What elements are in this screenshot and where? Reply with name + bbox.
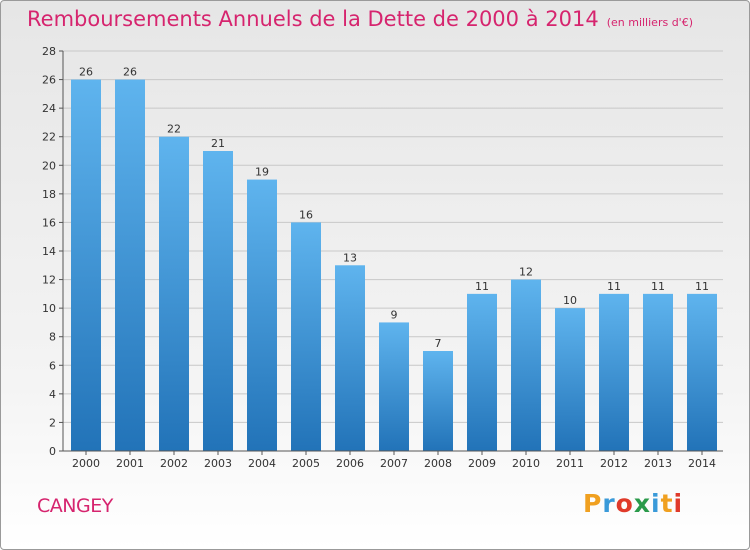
logo-letter: x xyxy=(633,489,651,518)
x-tick-label: 2009 xyxy=(468,457,496,470)
data-label: 7 xyxy=(435,337,442,350)
data-label: 16 xyxy=(299,208,313,221)
data-label: 11 xyxy=(475,280,489,293)
chart-title: Remboursements Annuels de la Dette de 20… xyxy=(27,7,693,31)
y-tick-label: 24 xyxy=(42,102,56,115)
y-tick-label: 8 xyxy=(49,331,56,344)
data-label: 13 xyxy=(343,251,357,264)
y-tick-label: 0 xyxy=(49,445,56,458)
logo-letter: r xyxy=(602,489,616,518)
bar xyxy=(115,79,145,452)
y-tick-label: 18 xyxy=(42,188,56,201)
y-tick-label: 26 xyxy=(42,74,56,87)
bar xyxy=(467,293,497,451)
x-tick-label: 2005 xyxy=(292,457,320,470)
bar xyxy=(335,265,365,451)
data-label: 22 xyxy=(167,123,181,136)
y-tick-label: 10 xyxy=(42,302,56,315)
bar xyxy=(511,279,541,451)
bar xyxy=(379,322,409,451)
data-label: 11 xyxy=(695,280,709,293)
x-tick-label: 2003 xyxy=(204,457,232,470)
bar xyxy=(555,308,585,451)
y-tick-label: 12 xyxy=(42,274,56,287)
unit-label: (en milliers d'€) xyxy=(606,16,693,29)
bar xyxy=(71,79,101,452)
bar xyxy=(599,293,629,451)
y-tick-label: 20 xyxy=(42,159,56,172)
bar xyxy=(247,179,277,452)
y-tick-label: 22 xyxy=(42,131,56,144)
data-label: 12 xyxy=(519,266,533,279)
x-tick-label: 2004 xyxy=(248,457,276,470)
logo-letter: t xyxy=(660,489,674,518)
x-tick-label: 2011 xyxy=(556,457,584,470)
x-tick-label: 2012 xyxy=(600,457,628,470)
data-label: 19 xyxy=(255,166,269,179)
title-text: Remboursements Annuels de la Dette de 20… xyxy=(27,7,599,31)
y-tick-label: 4 xyxy=(49,388,56,401)
x-tick-label: 2008 xyxy=(424,457,452,470)
proxiti-logo[interactable]: Proxiti xyxy=(583,489,683,518)
x-tick-label: 2002 xyxy=(160,457,188,470)
x-tick-label: 2001 xyxy=(116,457,144,470)
bars: 26 26 22 21 19 16 13 9 7 11 12 10 11 11 11 xyxy=(71,66,717,452)
data-label: 26 xyxy=(123,66,137,79)
commune-name: CANGEY xyxy=(37,495,113,517)
x-tick-label: 2014 xyxy=(688,457,716,470)
x-tick-label: 2007 xyxy=(380,457,408,470)
y-tick-label: 6 xyxy=(49,359,56,372)
bar xyxy=(203,151,233,451)
bar xyxy=(687,293,717,451)
data-label: 10 xyxy=(563,294,577,307)
bar xyxy=(643,293,673,451)
logo-letter: P xyxy=(583,489,603,518)
logo-letter: o xyxy=(615,489,634,518)
y-tick-label: 2 xyxy=(49,416,56,429)
x-tick-label: 2000 xyxy=(72,457,100,470)
bar xyxy=(159,136,189,451)
data-label: 9 xyxy=(391,308,398,321)
y-tick-label: 16 xyxy=(42,216,56,229)
x-tick-label: 2010 xyxy=(512,457,540,470)
logo-letter: i xyxy=(673,489,684,518)
data-label: 21 xyxy=(211,137,225,150)
bar xyxy=(291,222,321,451)
data-label: 11 xyxy=(651,280,665,293)
x-tick-label: 2013 xyxy=(644,457,672,470)
y-tick-label: 14 xyxy=(42,245,56,258)
logo-letter: i xyxy=(651,489,661,518)
x-axis: 2000 2001 2002 2003 2004 2005 2006 2007 2008 2009… xyxy=(63,450,723,470)
data-label: 26 xyxy=(79,66,93,79)
data-label: 11 xyxy=(607,280,621,293)
y-tick-label: 28 xyxy=(42,45,56,58)
x-tick-label: 2006 xyxy=(336,457,364,470)
bar xyxy=(423,351,453,451)
